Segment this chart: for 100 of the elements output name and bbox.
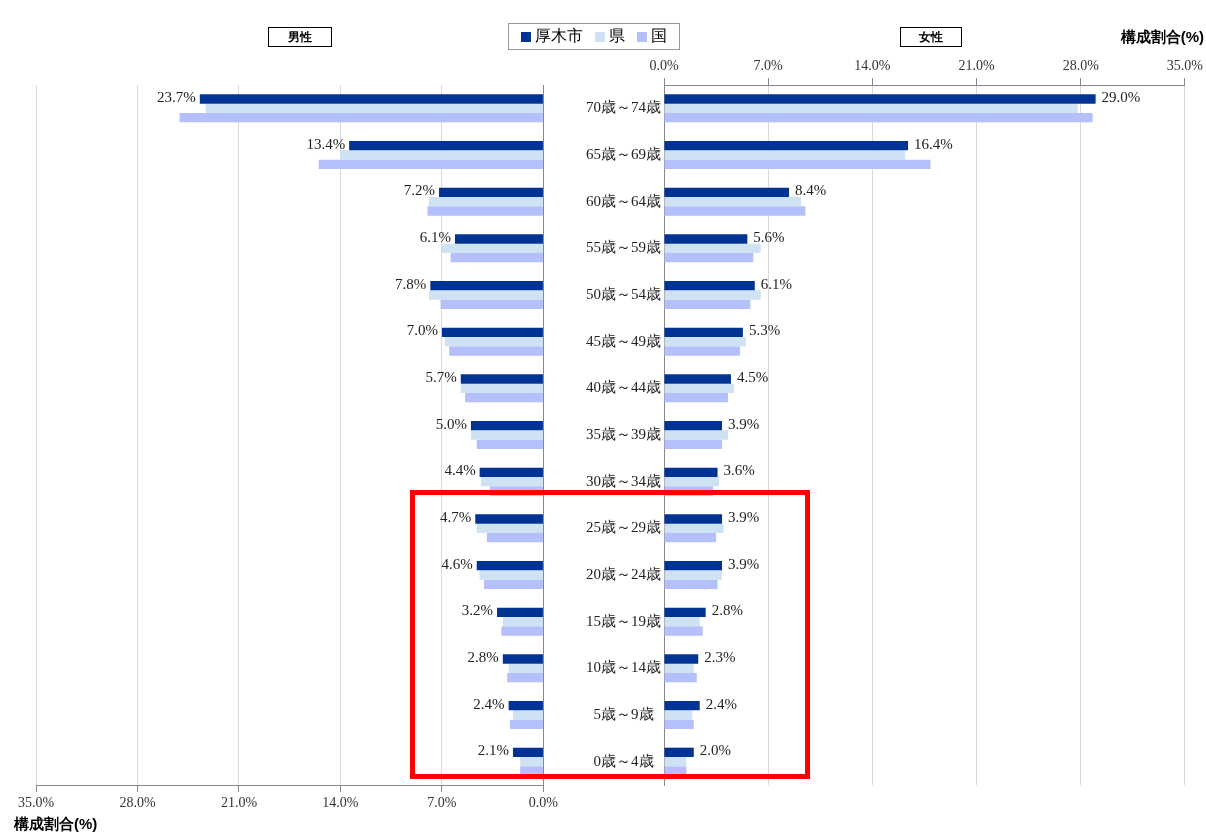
x-tick-label: 14.0% [854, 58, 891, 74]
bar [439, 187, 543, 197]
bar [483, 579, 543, 589]
y-tick-label: 20歳～24歳 [586, 565, 661, 582]
bar [664, 281, 755, 291]
bar [444, 337, 543, 347]
data-label: 2.1% [477, 742, 509, 759]
bar [454, 234, 543, 244]
bar [664, 439, 723, 449]
bar [664, 150, 906, 160]
bar [664, 701, 700, 711]
legend-label: 厚木市 [535, 26, 583, 46]
data-label: 2.0% [699, 742, 732, 759]
bar [470, 430, 543, 440]
bar [664, 561, 723, 571]
bar [664, 747, 694, 757]
bar [664, 197, 801, 207]
bar [476, 561, 543, 571]
bar [501, 626, 543, 636]
data-label: 2.8% [711, 602, 743, 619]
y-tick-label: 45歳～49歳 [586, 332, 661, 349]
bar [664, 299, 751, 309]
data-label: 4.7% [440, 508, 472, 525]
data-label: 5.7% [425, 368, 457, 385]
y-tick-label: 50歳～54歳 [586, 285, 661, 302]
x-tick-label: 0.0% [528, 795, 559, 811]
data-label: 7.8% [395, 275, 427, 292]
bar [664, 626, 703, 636]
y-tick-label: 5歳～9歳 [593, 705, 654, 722]
bar [664, 710, 693, 720]
bar [664, 663, 694, 673]
y-tick-label: 15歳～19歳 [586, 612, 661, 629]
x-tick-label: 21.0% [220, 795, 258, 811]
bar [664, 570, 723, 580]
data-label: 29.0% [1101, 88, 1141, 105]
bar [664, 673, 697, 683]
data-label: 16.4% [914, 135, 953, 152]
bar [199, 94, 543, 104]
bar [465, 393, 543, 403]
bar [664, 514, 723, 524]
bar [664, 579, 718, 589]
bar [664, 374, 731, 384]
bar [476, 523, 543, 533]
y-tick-label: 60歳～64歳 [586, 192, 661, 209]
x-tick-label: 14.0% [322, 795, 359, 811]
y-tick-label: 30歳～34歳 [586, 472, 661, 489]
data-label: 13.4% [306, 135, 346, 152]
data-label: 5.0% [435, 415, 467, 432]
data-label: 3.2% [461, 602, 494, 619]
bar [664, 141, 909, 151]
data-label: 3.6% [723, 462, 755, 479]
y-tick-label: 0歳～4歳 [593, 752, 654, 769]
y-tick-label: 25歳～29歳 [586, 519, 661, 536]
bar [664, 421, 723, 431]
data-label: 4.4% [444, 462, 476, 479]
bar [486, 533, 543, 543]
data-label: 3.9% [728, 508, 760, 525]
bar [497, 607, 543, 617]
bar [479, 467, 543, 477]
bar [449, 346, 543, 356]
data-label: 2.3% [704, 648, 736, 665]
bar [508, 701, 543, 711]
x-tick-label: 7.0% [427, 795, 457, 811]
y-tick-label: 55歳～59歳 [586, 239, 661, 256]
bar [179, 113, 543, 123]
bar [440, 299, 543, 309]
legend-label: 国 [651, 26, 667, 46]
data-label: 2.4% [473, 695, 505, 712]
bar [470, 421, 543, 431]
bar [510, 719, 543, 729]
bar [664, 243, 761, 253]
bar [664, 757, 687, 767]
x-tick-label: 28.0% [119, 795, 156, 811]
bar [450, 253, 543, 263]
bar [664, 337, 746, 347]
bar [664, 523, 724, 533]
bar [507, 673, 543, 683]
y-tick-label: 40歳～44歳 [586, 379, 661, 396]
bar [664, 113, 1093, 123]
bar [441, 327, 543, 337]
data-label: 6.1% [760, 275, 793, 292]
bar [664, 383, 734, 393]
bar [512, 710, 543, 720]
bar [479, 570, 543, 580]
bar [520, 757, 543, 767]
bar [664, 533, 717, 543]
y-tick-label: 35歳～39歳 [586, 425, 661, 442]
bar [205, 103, 543, 113]
data-label: 5.3% [748, 322, 781, 339]
data-label: 2.8% [467, 648, 499, 665]
x-tick-label: 7.0% [753, 58, 784, 74]
bar [460, 383, 543, 393]
bar [476, 439, 543, 449]
bar [428, 290, 543, 300]
data-label: 7.0% [406, 322, 438, 339]
bar [664, 346, 740, 356]
data-label: 6.1% [419, 228, 451, 245]
legend-label: 県 [609, 26, 625, 46]
bar [664, 477, 720, 487]
bar [664, 327, 743, 337]
